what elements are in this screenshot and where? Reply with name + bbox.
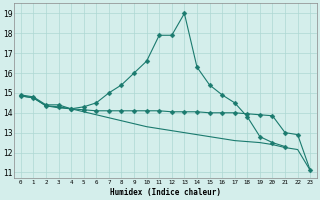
X-axis label: Humidex (Indice chaleur): Humidex (Indice chaleur) xyxy=(110,188,221,197)
